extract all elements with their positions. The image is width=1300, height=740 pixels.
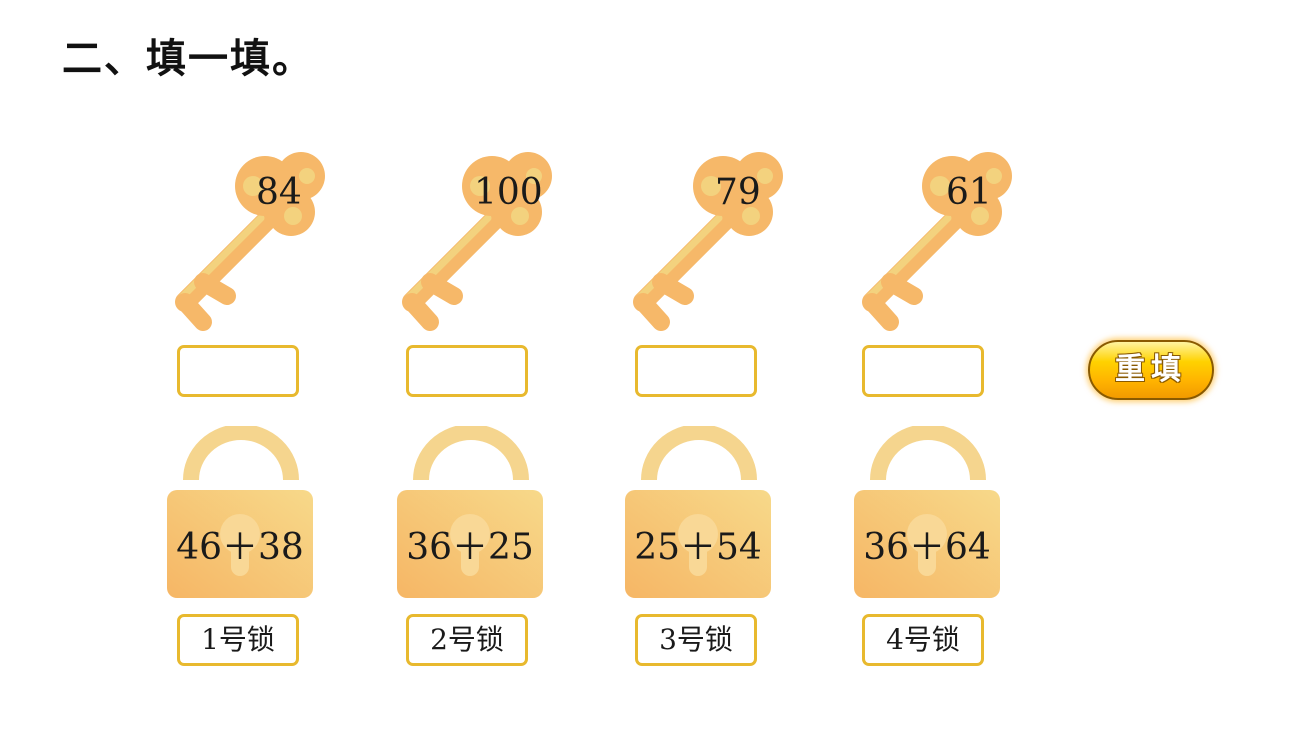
lock-label: 4号锁: [862, 614, 984, 666]
key-number: 100: [474, 172, 543, 213]
key-3[interactable]: [623, 148, 803, 338]
key-1[interactable]: [165, 148, 345, 338]
answer-box-1[interactable]: [177, 345, 299, 397]
key-number: 79: [715, 172, 761, 213]
lock-icon: [625, 426, 771, 598]
lock-1: 46＋38: [167, 426, 317, 601]
key-number: 61: [946, 172, 992, 213]
puzzle-column-3: 79 25＋54 3号锁: [623, 0, 803, 740]
lock-label: 3号锁: [635, 614, 757, 666]
key-icon: [633, 152, 783, 331]
lock-icon: [397, 426, 543, 598]
key-icon: [862, 152, 1012, 331]
lock-expression: 36＋25: [406, 527, 534, 568]
lock-2: 36＋25: [397, 426, 547, 601]
lock-3: 25＋54: [625, 426, 775, 601]
reset-button[interactable]: 重填: [1088, 340, 1214, 400]
puzzle-column-4: 61 36＋64 4号锁: [852, 0, 1032, 740]
key-icon: [175, 152, 325, 331]
lock-icon: [167, 426, 313, 598]
key-icon: [402, 152, 552, 331]
lock-label: 1号锁: [177, 614, 299, 666]
lock-4: 36＋64: [854, 426, 1004, 601]
lock-expression: 36＋64: [863, 527, 991, 568]
lock-label: 2号锁: [406, 614, 528, 666]
lock-expression: 25＋54: [634, 527, 762, 568]
puzzle-column-2: 100 36＋25 2号锁: [392, 0, 572, 740]
lock-icon: [854, 426, 1000, 598]
key-number: 84: [256, 172, 302, 213]
answer-box-4[interactable]: [862, 345, 984, 397]
puzzle-column-1: 84 46＋38 1号锁: [165, 0, 345, 740]
lock-expression: 46＋38: [176, 527, 304, 568]
key-2[interactable]: [392, 148, 572, 338]
answer-box-2[interactable]: [406, 345, 528, 397]
key-4[interactable]: [852, 148, 1032, 338]
answer-box-3[interactable]: [635, 345, 757, 397]
page-title: 二、填一填。: [62, 35, 314, 82]
